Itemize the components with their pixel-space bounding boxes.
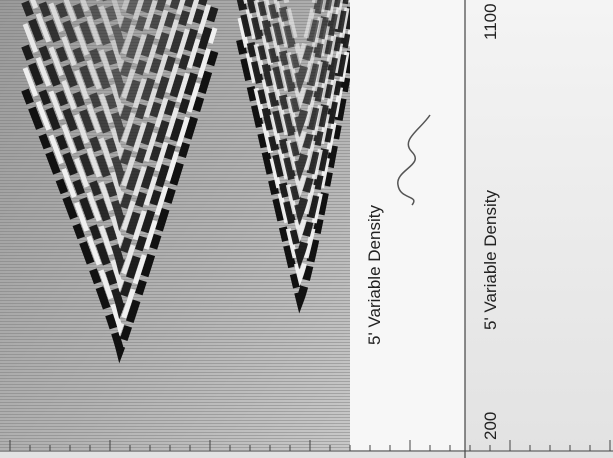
- density-band: [21, 4, 219, 320]
- panel-label: 5' Variable Density: [365, 205, 384, 345]
- density-band: [30, 0, 200, 249]
- density-band: [277, 0, 324, 94]
- density-band: [266, 0, 333, 138]
- density-band: [96, 0, 144, 73]
- density-band: [263, 0, 335, 155]
- density-band: [22, 27, 218, 337]
- scale-label: 5' Variable Density: [481, 190, 500, 330]
- density-band: [86, 0, 153, 100]
- density-band: [22, 0, 213, 293]
- density-band: [256, 0, 341, 182]
- density-band: [21, 0, 208, 276]
- density-band: [283, 0, 318, 67]
- density-band: [102, 0, 139, 56]
- density-band: [273, 0, 327, 111]
- density-band: [70, 0, 167, 144]
- density-band: [111, 0, 130, 29]
- density-band: [237, 0, 359, 287]
- density-band: [253, 0, 344, 199]
- density-band: [246, 0, 349, 226]
- density-band: [236, 0, 357, 270]
- label-strip: [350, 0, 465, 450]
- density-band: [80, 0, 158, 117]
- density-band: [21, 48, 219, 364]
- density-band: [63, 0, 172, 161]
- scale-ticks: [9, 440, 611, 451]
- density-band: [243, 0, 351, 243]
- scale-bottom-value: 200: [481, 412, 500, 440]
- density-band: [53, 0, 181, 188]
- handwritten-mark: [397, 114, 431, 206]
- density-band: [236, 0, 364, 314]
- variable-density-image: [0, 0, 364, 450]
- density-band: [36, 0, 194, 232]
- density-band: [46, 0, 186, 205]
- scale-top-value: 1100: [481, 3, 500, 40]
